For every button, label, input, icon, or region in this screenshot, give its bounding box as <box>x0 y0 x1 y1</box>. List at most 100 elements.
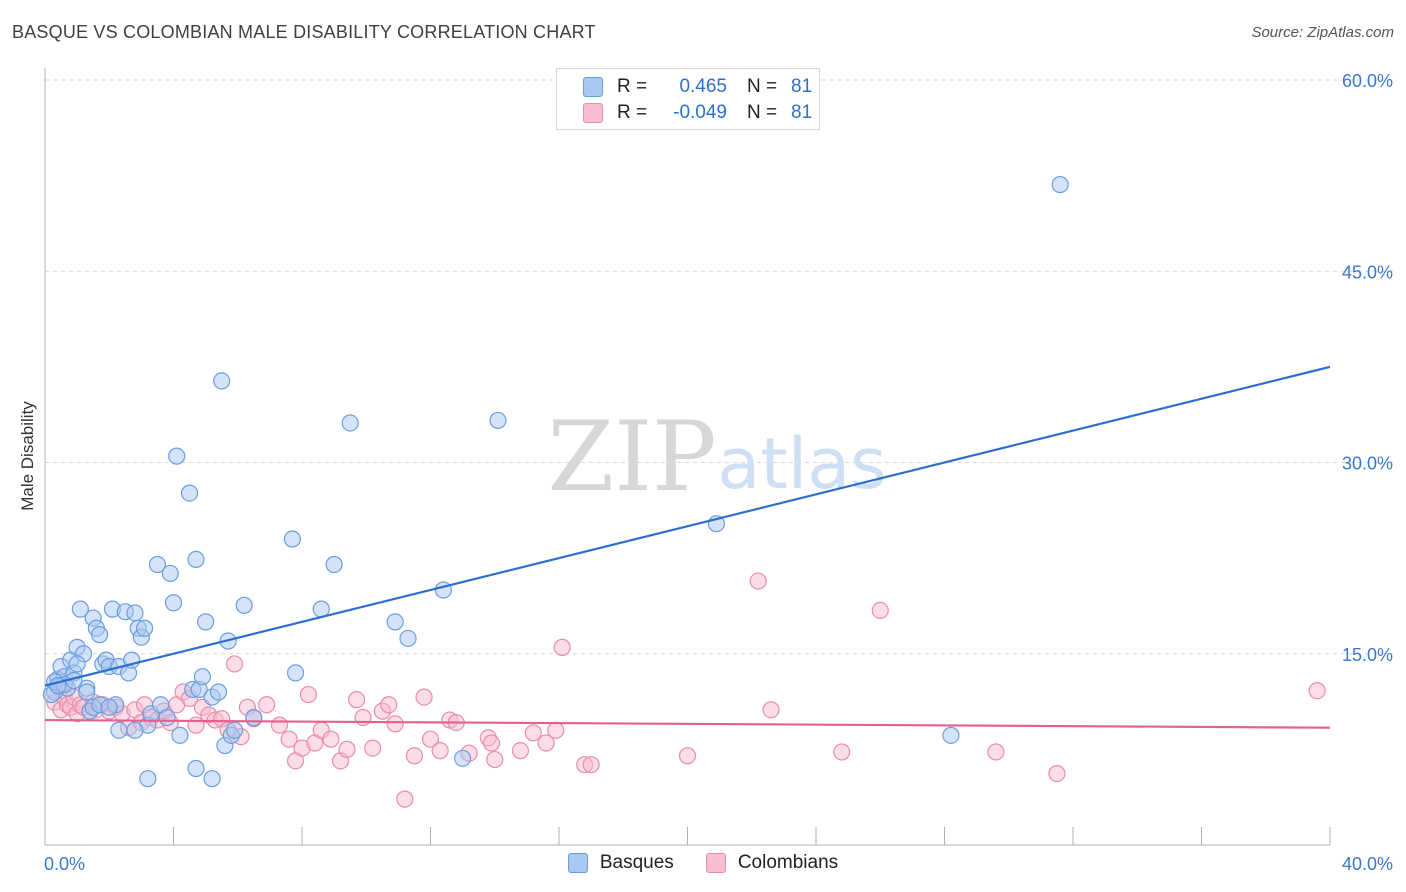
colombian-point <box>405 747 424 765</box>
basque-point <box>197 613 215 631</box>
y-tick-label: 60.0% <box>1342 71 1393 91</box>
n-label: N = <box>747 76 778 97</box>
colombian-point <box>396 790 414 808</box>
y-tick-label: 45.0% <box>1342 262 1393 282</box>
r-label: R = <box>617 102 648 123</box>
basque-point <box>325 555 343 574</box>
y-tick-label: 15.0% <box>1342 645 1393 665</box>
source-label: Source: ZipAtlas.com <box>1251 24 1394 41</box>
colombian-point <box>987 743 1005 761</box>
basque-point <box>161 564 179 583</box>
colombian-point <box>380 696 398 714</box>
basque-point <box>68 655 86 673</box>
basque-point <box>454 749 472 767</box>
colombian-point <box>547 721 565 739</box>
basque-point <box>209 683 228 701</box>
basque-point <box>158 708 176 727</box>
colombian-point <box>678 747 697 765</box>
colombian-point <box>762 701 780 719</box>
colombians-swatch <box>583 103 603 123</box>
basque-point <box>168 447 186 465</box>
x-tick-label: 40.0% <box>1342 854 1393 874</box>
basque-point <box>187 759 205 778</box>
basque-point <box>283 530 301 548</box>
colombian-point <box>415 688 433 706</box>
legend-item-basques[interactable]: Basques <box>567 852 674 874</box>
colombian-point <box>225 655 244 673</box>
basque-point <box>110 721 128 739</box>
basque-point <box>126 604 144 622</box>
watermark-zip: ZIP <box>547 401 716 513</box>
colombian-point <box>749 572 767 590</box>
colombian-point <box>1048 764 1066 783</box>
x-tick-label: 0.0% <box>44 854 85 874</box>
basque-point <box>203 770 221 788</box>
y-tick-label: 30.0% <box>1342 454 1393 474</box>
colombian-point <box>553 638 571 656</box>
colombian-point <box>833 743 851 761</box>
colombian-point <box>582 756 600 774</box>
watermark-atlas: atlas <box>717 423 886 505</box>
basque-point <box>235 596 253 614</box>
legend-item-colombians[interactable]: Colombians <box>705 852 838 874</box>
n-label: N = <box>747 102 778 123</box>
chart-title: BASQUE VS COLOMBIAN MALE DISABILITY CORR… <box>12 22 596 42</box>
r-label: R = <box>617 76 648 97</box>
colombian-trend-line <box>44 718 1331 729</box>
colombian-point <box>270 716 289 734</box>
basque-point <box>100 698 118 716</box>
correlation-legend: R = 0.465 N = 81 R = -0.049 N = 81 <box>556 68 820 130</box>
series-basques <box>42 175 1069 788</box>
colombian-point <box>322 730 340 748</box>
basque-point <box>171 726 189 744</box>
basque-point <box>135 619 154 637</box>
colombian-point <box>871 601 889 620</box>
colombian-point <box>537 734 555 752</box>
basque-point <box>399 629 417 648</box>
basque-point <box>213 372 231 390</box>
basque-point <box>126 721 144 739</box>
basque-point <box>71 600 89 618</box>
basque-point <box>386 613 404 631</box>
colombian-point <box>354 708 372 727</box>
trend-lines <box>44 365 1331 729</box>
colombian-point <box>299 685 318 704</box>
colombian-point <box>386 715 404 733</box>
tick-labels: 15.0% 30.0% 45.0% 60.0% 0.0% 40.0% <box>44 71 1393 874</box>
basque-point <box>180 484 199 502</box>
colombian-point <box>486 750 504 769</box>
basque-point <box>187 550 205 569</box>
r-value: 0.465 <box>679 76 727 97</box>
colombian-point <box>1308 682 1326 700</box>
basque-point <box>148 555 167 574</box>
r-value: -0.049 <box>673 102 727 123</box>
colombian-point <box>348 691 366 709</box>
colombian-point <box>482 734 501 752</box>
basque-point <box>193 668 212 686</box>
n-value: 81 <box>791 76 813 97</box>
basque-point <box>225 721 244 739</box>
basque-point <box>139 770 157 788</box>
colombians-swatch <box>705 853 726 873</box>
colombian-point <box>421 730 440 748</box>
grid-lines <box>45 79 1394 655</box>
basque-point <box>91 626 109 644</box>
n-value: 81 <box>791 102 813 123</box>
colombian-point <box>338 740 356 758</box>
colombian-point <box>280 730 298 748</box>
basques-swatch <box>567 853 588 873</box>
watermark: ZIP atlas <box>547 401 886 513</box>
basque-point <box>942 726 960 744</box>
colombian-point <box>511 742 530 760</box>
basque-trend-line <box>44 365 1331 687</box>
colombian-point <box>524 724 542 742</box>
legend-row-basques: R = 0.465 N = 81 <box>583 75 812 99</box>
axes <box>44 68 1331 846</box>
basque-point <box>286 664 305 682</box>
colombian-point <box>364 739 382 757</box>
basque-point <box>1051 175 1069 194</box>
basque-point <box>341 414 359 432</box>
basque-point <box>489 411 507 430</box>
series-legend: Basques Colombians <box>0 852 1406 874</box>
